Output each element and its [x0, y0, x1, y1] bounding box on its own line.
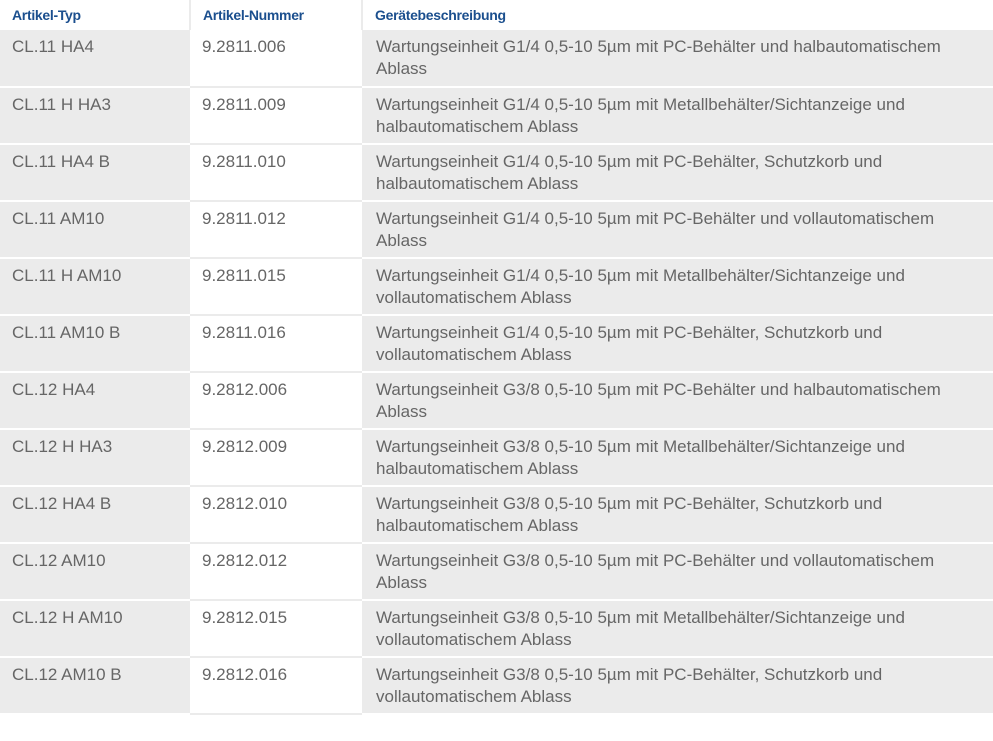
- table-row: CL.12 HA4 B 9.2812.010 Wartungseinheit G3/…: [0, 486, 993, 544]
- beschreibung-cell: Wartungseinheit G3/8 0,5-10 5µm mit PC-B…: [362, 657, 993, 715]
- artikel-nummer-cell: 9.2812.015: [190, 600, 362, 658]
- artikel-typ-cell: CL.12 HA4 B: [0, 486, 190, 544]
- beschreibung-cell: Wartungseinheit G3/8 0,5-10 5µm mit Meta…: [362, 429, 993, 487]
- artikel-nummer-cell: 9.2811.012: [190, 201, 362, 259]
- table-row: CL.12 H AM10 9.2812.015 Wartungseinheit G3…: [0, 600, 993, 658]
- table-row: CL.12 H HA3 9.2812.009 Wartungseinheit G3/…: [0, 429, 993, 487]
- table-row: CL.11 AM10 9.2811.012 Wartungseinheit G1/4…: [0, 201, 993, 259]
- artikel-nummer-cell: 9.2811.010: [190, 144, 362, 202]
- beschreibung-cell: Wartungseinheit G1/4 0,5-10 5µm mit PC-B…: [362, 30, 993, 88]
- beschreibung-cell: Wartungseinheit G1/4 0,5-10 5µm mit Meta…: [362, 258, 993, 316]
- beschreibung-cell: Wartungseinheit G3/8 0,5-10 5µm mit PC-B…: [362, 372, 993, 430]
- artikel-nummer-cell: 9.2811.015: [190, 258, 362, 316]
- header-geraetebeschreibung: Gerätebeschreibung: [362, 0, 993, 30]
- beschreibung-cell: Wartungseinheit G3/8 0,5-10 5µm mit PC-B…: [362, 486, 993, 544]
- artikel-typ-cell: CL.12 HA4: [0, 372, 190, 430]
- table-row: CL.12 AM10 B 9.2812.016 Wartungseinheit G3…: [0, 657, 993, 715]
- beschreibung-cell: Wartungseinheit G3/8 0,5-10 5µm mit PC-B…: [362, 543, 993, 601]
- beschreibung-cell: Wartungseinheit G3/8 0,5-10 5µm mit Meta…: [362, 600, 993, 658]
- artikel-typ-cell: CL.11 AM10: [0, 201, 190, 259]
- artikel-nummer-cell: 9.2812.006: [190, 372, 362, 430]
- artikel-typ-cell: CL.12 H AM10: [0, 600, 190, 658]
- product-table: Artikel-Typ Artikel-Nummer Gerätebeschre…: [0, 0, 993, 715]
- table-row: CL.12 HA4 9.2812.006 Wartungseinheit G3/8 …: [0, 372, 993, 430]
- artikel-nummer-cell: 9.2811.009: [190, 87, 362, 145]
- beschreibung-cell: Wartungseinheit G1/4 0,5-10 5µm mit Meta…: [362, 87, 993, 145]
- header-row: Artikel-Typ Artikel-Nummer Gerätebeschre…: [0, 0, 993, 30]
- artikel-typ-cell: CL.11 AM10 B: [0, 315, 190, 373]
- beschreibung-cell: Wartungseinheit G1/4 0,5-10 5µm mit PC-B…: [362, 201, 993, 259]
- table-row: CL.11 H AM10 9.2811.015 Wartungseinheit G1…: [0, 258, 993, 316]
- artikel-typ-cell: CL.11 H AM10: [0, 258, 190, 316]
- table-row: CL.11 H HA3 9.2811.009 Wartungseinheit G1/…: [0, 87, 993, 145]
- beschreibung-cell: Wartungseinheit G1/4 0,5-10 5µm mit PC-B…: [362, 144, 993, 202]
- header-artikel-typ: Artikel-Typ: [0, 0, 190, 30]
- artikel-nummer-cell: 9.2811.006: [190, 30, 362, 88]
- artikel-nummer-cell: 9.2812.009: [190, 429, 362, 487]
- beschreibung-cell: Wartungseinheit G1/4 0,5-10 5µm mit PC-B…: [362, 315, 993, 373]
- table-row: CL.11 HA4 B 9.2811.010 Wartungseinheit G1/…: [0, 144, 993, 202]
- artikel-typ-cell: CL.12 AM10 B: [0, 657, 190, 715]
- artikel-nummer-cell: 9.2812.016: [190, 657, 362, 715]
- table-row: CL.12 AM10 9.2812.012 Wartungseinheit G3/8…: [0, 543, 993, 601]
- artikel-typ-cell: CL.11 HA4 B: [0, 144, 190, 202]
- artikel-nummer-cell: 9.2811.016: [190, 315, 362, 373]
- artikel-typ-cell: CL.12 H HA3: [0, 429, 190, 487]
- table-row: CL.11 HA4 9.2811.006 Wartungseinheit G1/4 …: [0, 30, 993, 88]
- artikel-nummer-cell: 9.2812.010: [190, 486, 362, 544]
- artikel-typ-cell: CL.11 HA4: [0, 30, 190, 88]
- header-artikel-nummer: Artikel-Nummer: [189, 0, 363, 30]
- artikel-typ-cell: CL.12 AM10: [0, 543, 190, 601]
- artikel-typ-cell: CL.11 H HA3: [0, 87, 190, 145]
- artikel-nummer-cell: 9.2812.012: [190, 543, 362, 601]
- table-row: CL.11 AM10 B 9.2811.016 Wartungseinheit G1…: [0, 315, 993, 373]
